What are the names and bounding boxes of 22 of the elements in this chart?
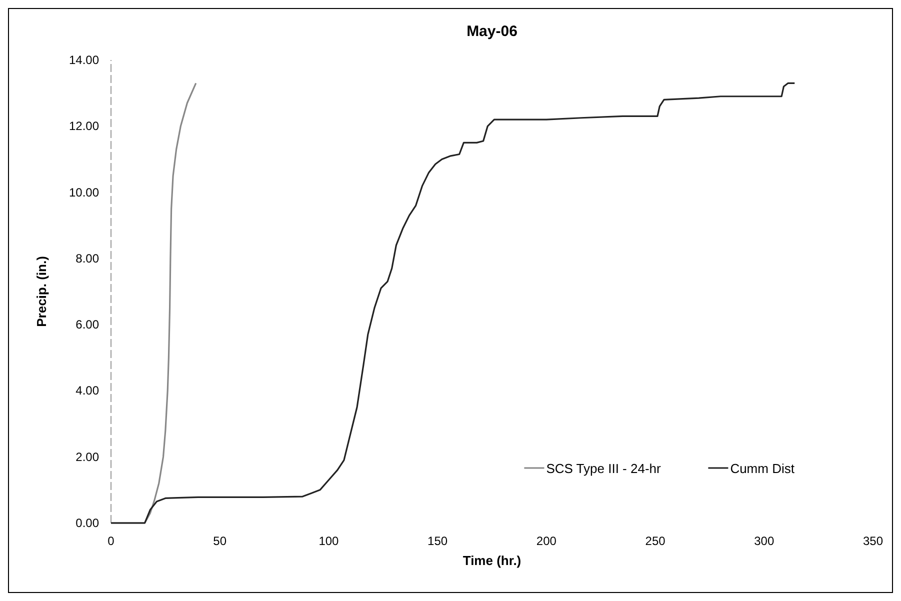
y-axis-title: Precip. (in.) [34,256,49,327]
x-tick-label: 50 [213,534,227,548]
legend-label: Cumm Dist [730,461,795,476]
x-tick-label: 100 [318,534,340,548]
x-tick-label: 350 [862,534,884,548]
y-tick-label: 6.00 [76,318,100,332]
y-tick-label: 4.00 [76,384,100,398]
y-tick-label: 0.00 [76,516,100,530]
y-tick-label: 8.00 [76,251,100,266]
x-tick-label: 0 [108,534,115,548]
y-tick-label: 2.00 [76,450,100,464]
legend-label: SCS Type III - 24-hr [546,461,662,476]
x-axis-title: Time (hr.) [462,553,522,568]
x-tick-label: 250 [645,534,666,548]
y-tick-label: 10.00 [68,185,100,200]
x-tick-label: 150 [428,534,448,548]
y-tick-label: 14.00 [68,53,100,67]
line-series [110,82,796,524]
y-tick-label: 12.00 [68,119,100,134]
chart-title: May-06 [466,23,518,40]
x-tick-label: 200 [536,534,557,548]
x-tick-label: 300 [754,534,774,548]
